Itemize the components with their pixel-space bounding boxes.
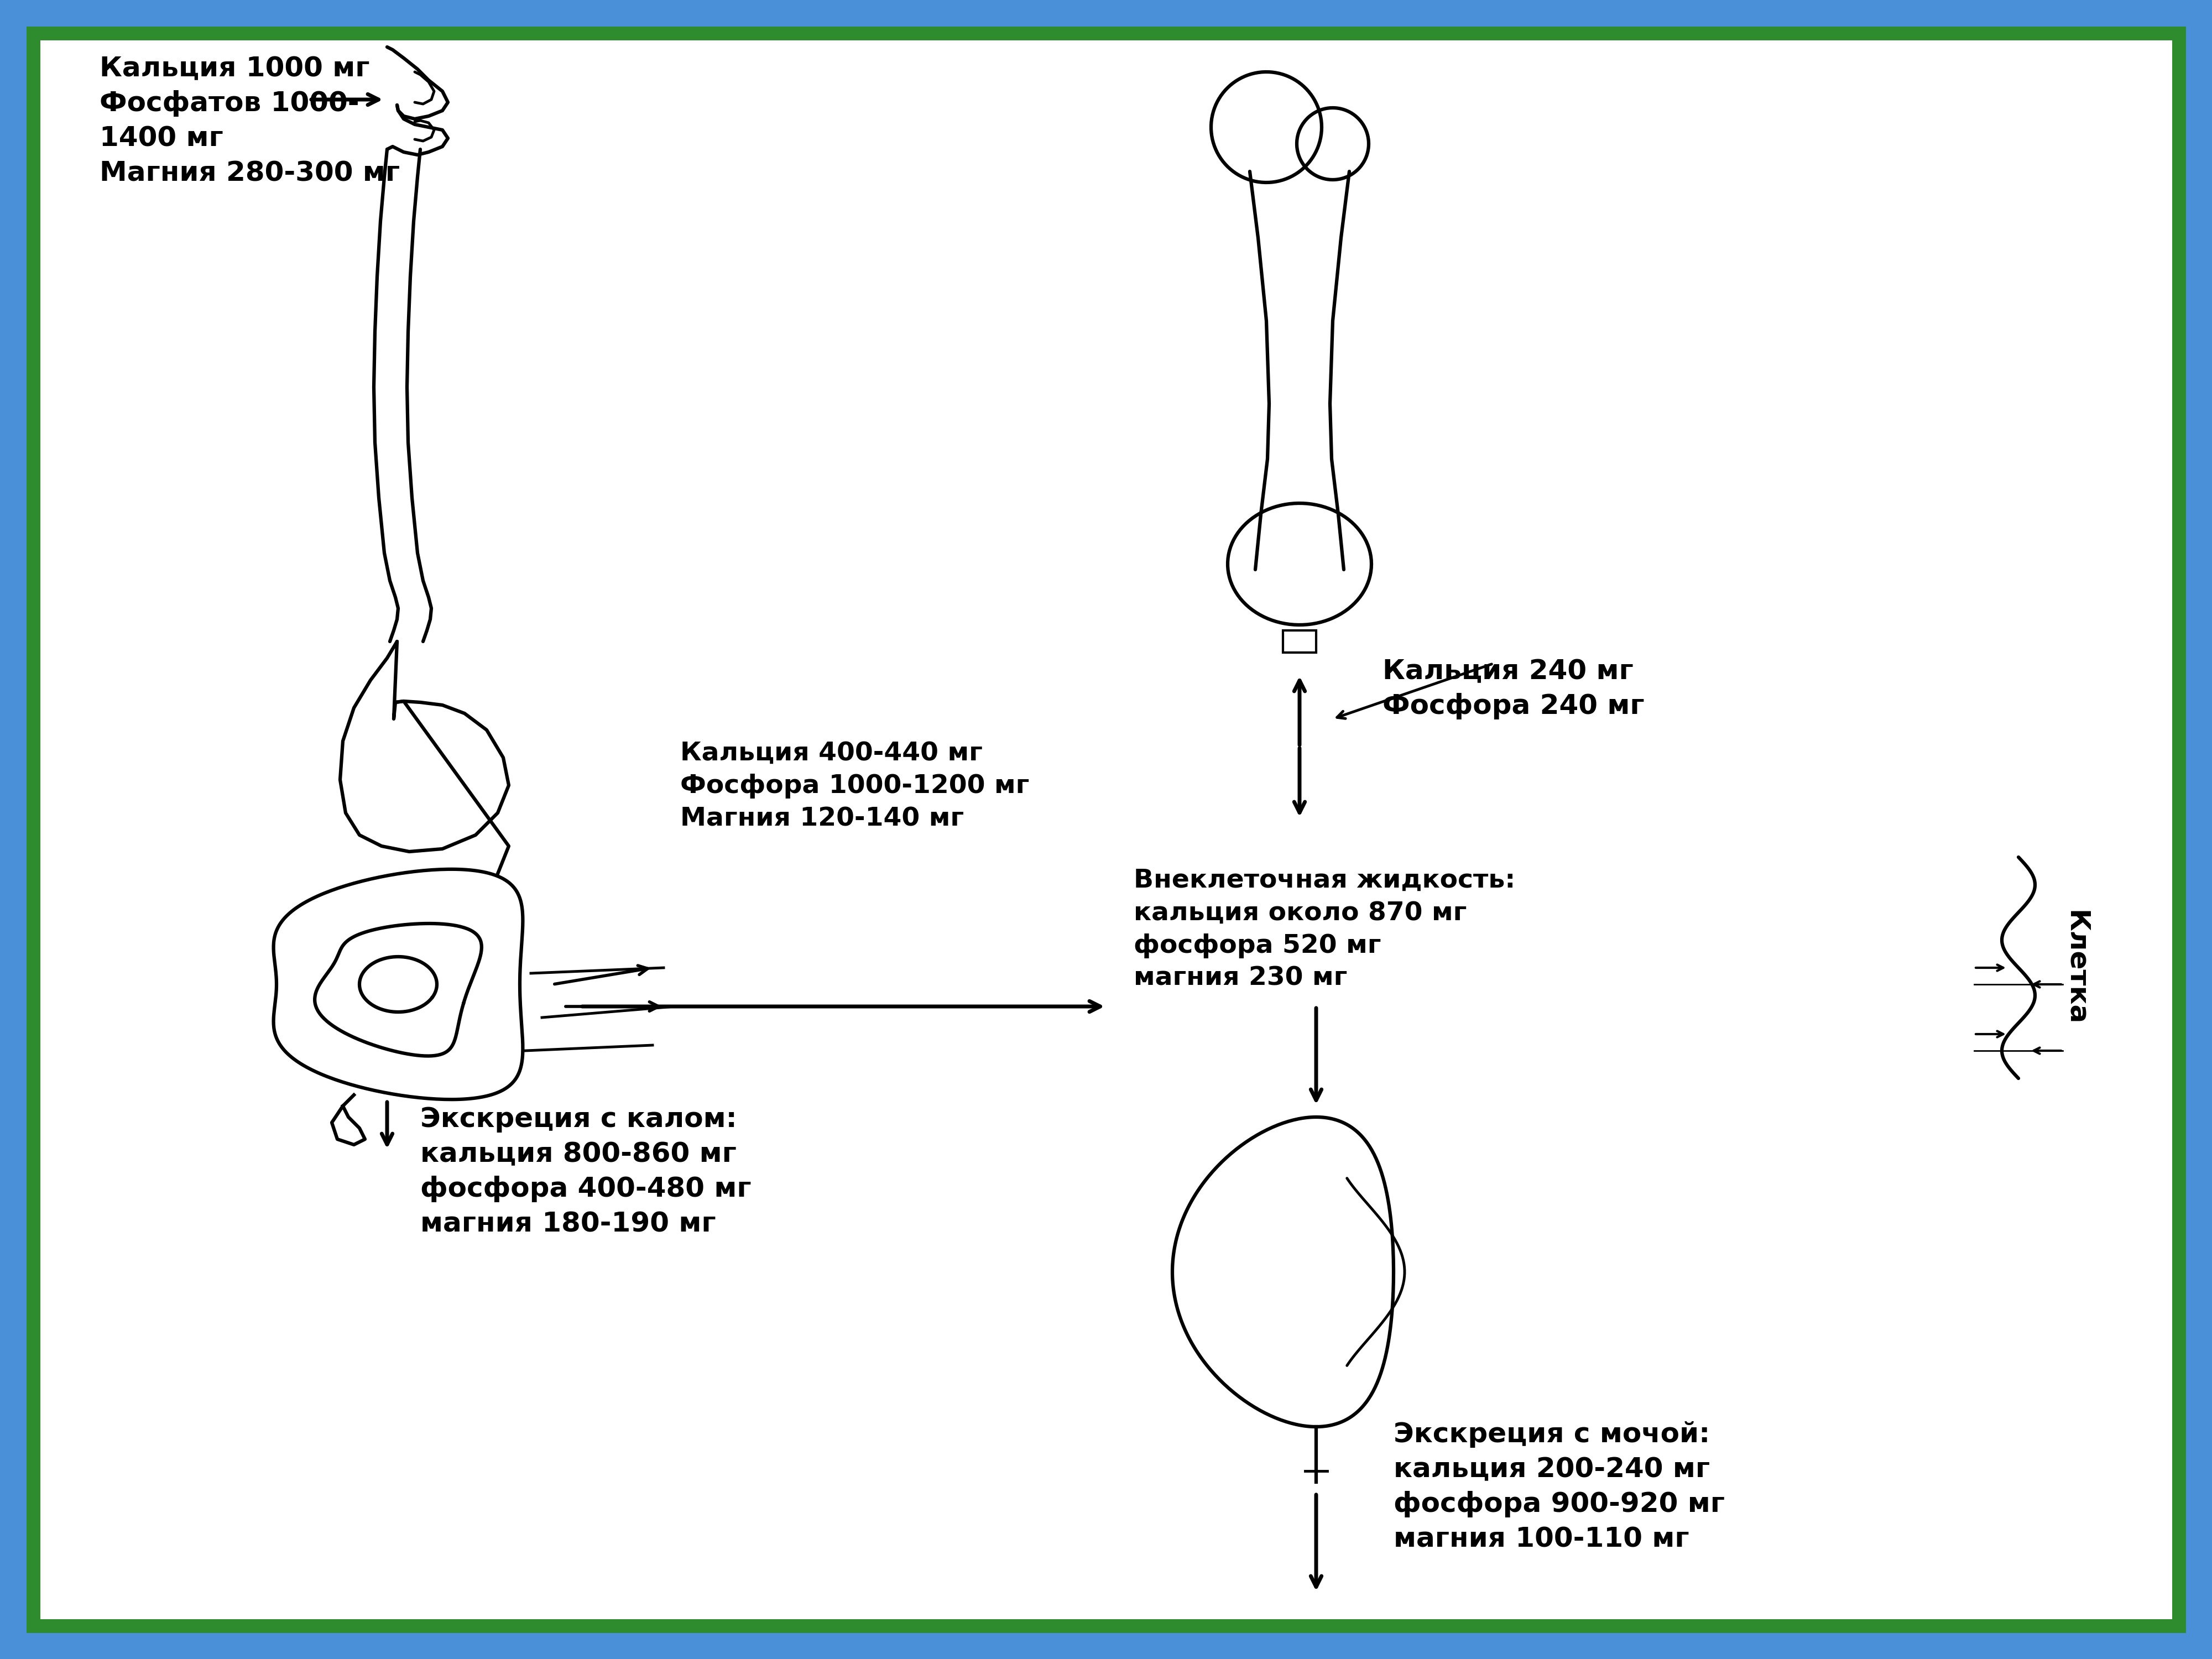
Text: Экскреция с калом:
кальция 800-860 мг
фосфора 400-480 мг
магния 180-190 мг: Экскреция с калом: кальция 800-860 мг фо… [420,1107,752,1238]
Text: Внеклеточная жидкость:
кальция около 870 мг
фосфора 520 мг
магния 230 мг: Внеклеточная жидкость: кальция около 870… [1133,868,1515,990]
Text: Экскреция с мочой:
кальция 200-240 мг
фосфора 900-920 мг
магния 100-110 мг: Экскреция с мочой: кальция 200-240 мг фо… [1394,1422,1725,1553]
Text: Кальция 240 мг
Фосфора 240 мг: Кальция 240 мг Фосфора 240 мг [1383,659,1644,720]
Text: Кальция 400-440 мг
Фосфора 1000-1200 мг
Магния 120-140 мг: Кальция 400-440 мг Фосфора 1000-1200 мг … [681,742,1029,831]
Bar [1283,630,1316,652]
Text: Клетка: Клетка [2062,911,2088,1025]
Text: Кальция 1000 мг
Фосфатов 1000-
1400 мг
Магния 280-300 мг: Кальция 1000 мг Фосфатов 1000- 1400 мг М… [100,55,400,187]
